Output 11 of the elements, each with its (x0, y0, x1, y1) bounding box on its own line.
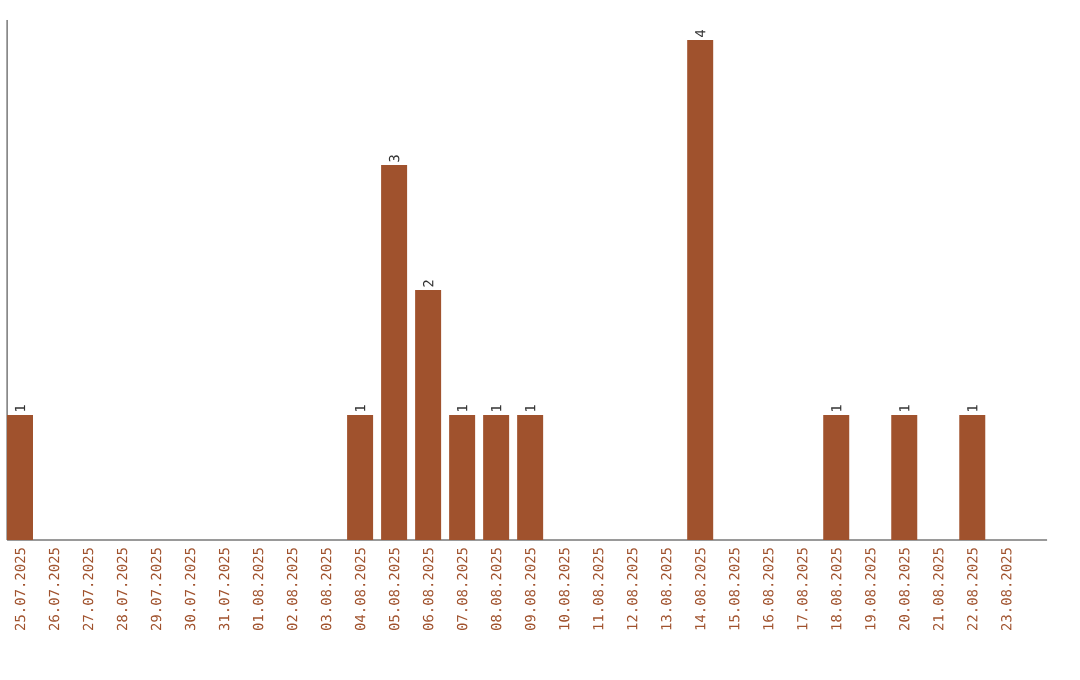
bar (483, 415, 510, 540)
bar (7, 415, 33, 540)
bar (687, 39, 714, 540)
bar (449, 415, 476, 540)
bar (891, 415, 918, 540)
bar (381, 164, 408, 540)
bar (959, 415, 986, 540)
bar (517, 415, 544, 540)
bar (823, 415, 850, 540)
bar (415, 289, 442, 540)
bar (347, 415, 374, 540)
